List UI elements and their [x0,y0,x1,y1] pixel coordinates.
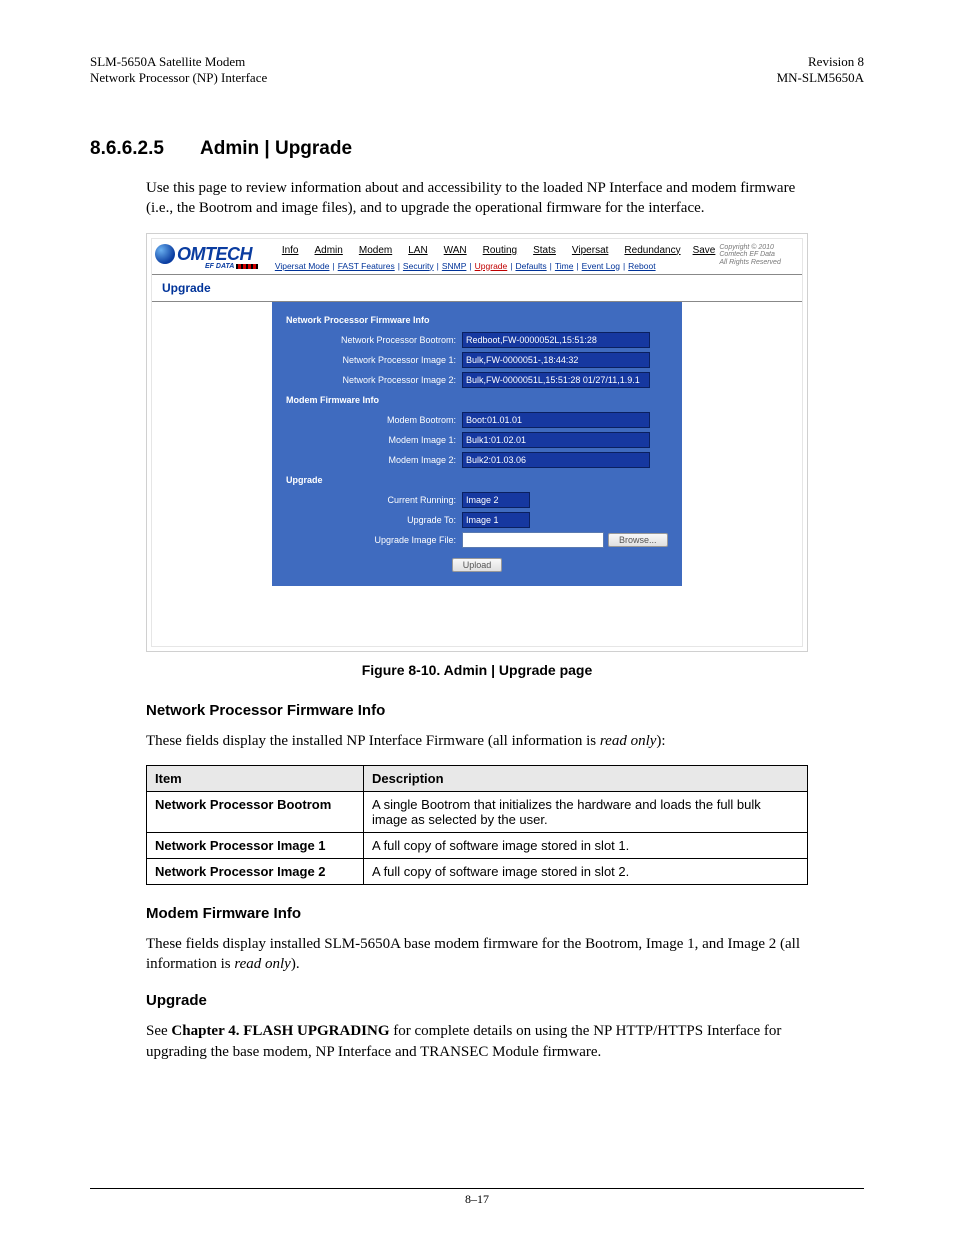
section-intro: Use this page to review information abou… [146,178,808,219]
tab-modem[interactable]: Modem [351,242,400,259]
upgrade-panel: Network Processor Firmware Info Network … [272,302,682,586]
tab-info[interactable]: Info [274,242,307,259]
section-number: 8.6.6.2.5 [90,138,200,160]
header-right-bottom: MN-SLM5650A [777,70,864,86]
table-cell-item: Network Processor Image 2 [147,858,364,884]
readonly-field: Redboot,FW-0000052L,15:51:28 01/27/11,1.… [462,332,650,348]
readonly-field: Bulk,FW-0000051-,18:44:32 02/07/11,2.0.0… [462,352,650,368]
tab-vipersat[interactable]: Vipersat [564,242,617,259]
table-cell-description: A single Bootrom that initializes the ha… [364,791,808,832]
table-header-description: Description [364,765,808,791]
subtab-defaults[interactable]: Defaults [514,261,547,271]
table-row: Network Processor BootromA single Bootro… [147,791,808,832]
field-label: Modem Bootrom: [286,415,462,425]
table-cell-description: A full copy of software image stored in … [364,858,808,884]
upgrade-to-select[interactable]: Image 1 [462,512,530,528]
current-running-label: Current Running: [286,495,462,505]
field-label: Network Processor Image 1: [286,355,462,365]
subtab-snmp[interactable]: SNMP [441,261,468,271]
upload-button[interactable]: Upload [452,558,503,572]
subtab-reboot[interactable]: Reboot [627,261,656,271]
table-row: Network Processor Image 1A full copy of … [147,832,808,858]
readonly-field: Boot:01.01.01 [462,412,650,428]
header-left-bottom: Network Processor (NP) Interface [90,70,267,86]
field-label: Network Processor Image 2: [286,375,462,385]
copyright-text: Copyright © 2010 Comtech EF Data All Rig… [719,242,794,267]
modem-firmware-row: Modem Image 2:Bulk2:01.03.06 [272,450,682,470]
modem-firmware-section-title: Modem Firmware Info [272,390,682,410]
logo: OMTECH EF DATA [155,242,268,270]
table-cell-item: Network Processor Bootrom [147,791,364,832]
logo-text-1: OMTECH [177,244,252,265]
tab-wan[interactable]: WAN [436,242,475,259]
header-right-top: Revision 8 [808,54,864,70]
header-left-top: SLM-5650A Satellite Modem [90,54,245,70]
modem-info-text: These fields display installed SLM-5650A… [146,934,808,975]
figure-caption: Figure 8-10. Admin | Upgrade page [90,662,864,678]
np-info-heading: Network Processor Firmware Info [146,702,864,719]
upgrade-text: See Chapter 4. FLASH UPGRADING for compl… [146,1021,808,1062]
readonly-field: Bulk1:01.02.01 [462,432,650,448]
table-row: Network Processor Image 2A full copy of … [147,858,808,884]
np-firmware-row: Network Processor Image 1:Bulk,FW-000005… [272,350,682,370]
tab-redundancy[interactable]: Redundancy [616,242,688,259]
subtab-fast-features[interactable]: FAST Features [337,261,396,271]
subtab-upgrade[interactable]: Upgrade [474,261,509,271]
modem-firmware-row: Modem Image 1:Bulk1:01.02.01 [272,430,682,450]
subtab-security[interactable]: Security [402,261,435,271]
browse-button[interactable]: Browse... [608,533,668,547]
subtab-vipersat-mode[interactable]: Vipersat Mode [274,261,331,271]
main-tabs: InfoAdminModemLANWANRoutingStatsVipersat… [268,242,689,259]
np-firmware-row: Network Processor Bootrom:Redboot,FW-000… [272,330,682,350]
section-title: Admin | Upgrade [200,138,352,159]
readonly-field: Bulk,FW-0000051L,15:51:28 01/27/11,1.9.1 [462,372,650,388]
table-header-item: Item [147,765,364,791]
tab-admin[interactable]: Admin [307,242,351,259]
screenshot-figure: OMTECH EF DATA InfoAdminModemLANWANRouti… [146,233,808,652]
tab-lan[interactable]: LAN [400,242,435,259]
page-footer: 8–17 [90,1188,864,1207]
section-heading: 8.6.6.2.5Admin | Upgrade [90,138,864,160]
modem-firmware-row: Modem Bootrom:Boot:01.01.01 [272,410,682,430]
page-number: 8–17 [465,1192,489,1206]
table-cell-item: Network Processor Image 1 [147,832,364,858]
current-running-field: Image 2 [462,492,530,508]
np-firmware-row: Network Processor Image 2:Bulk,FW-000005… [272,370,682,390]
modem-info-heading: Modem Firmware Info [146,905,864,922]
sub-tabs: Vipersat Mode|FAST Features|Security|SNM… [268,259,689,274]
upgrade-heading: Upgrade [146,992,864,1009]
np-info-table: Item Description Network Processor Bootr… [146,765,808,885]
field-label: Modem Image 1: [286,435,462,445]
tab-stats[interactable]: Stats [525,242,564,259]
subtab-time[interactable]: Time [554,261,575,271]
np-info-intro: These fields display the installed NP In… [146,731,864,751]
readonly-field: Bulk2:01.03.06 [462,452,650,468]
tab-routing[interactable]: Routing [475,242,525,259]
logo-bars-icon [236,264,258,269]
field-label: Network Processor Bootrom: [286,335,462,345]
table-cell-description: A full copy of software image stored in … [364,832,808,858]
subtab-event-log[interactable]: Event Log [581,261,621,271]
save-link[interactable]: Save [689,242,720,259]
upgrade-file-label: Upgrade Image File: [286,535,462,545]
upgrade-page-title: Upgrade [152,275,802,301]
globe-icon [155,244,175,264]
upgrade-file-input[interactable] [462,532,604,548]
upgrade-to-label: Upgrade To: [286,515,462,525]
np-firmware-section-title: Network Processor Firmware Info [272,310,682,330]
upgrade-section-title: Upgrade [272,470,682,490]
logo-subtext: EF DATA [205,263,234,270]
field-label: Modem Image 2: [286,455,462,465]
